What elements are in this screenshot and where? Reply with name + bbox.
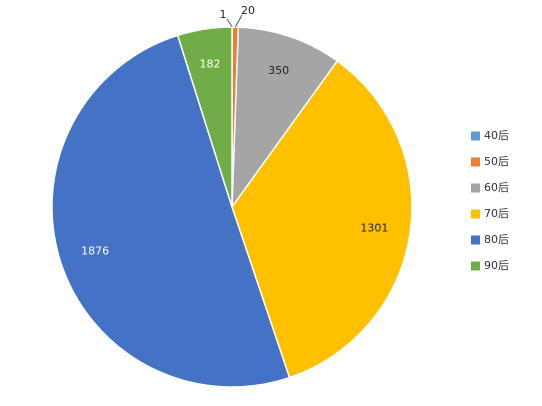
legend-label-6: 90后 xyxy=(484,259,509,272)
leader-line-2 xyxy=(234,14,243,28)
legend-label-2: 50后 xyxy=(484,155,509,168)
data-label-4: 1301 xyxy=(360,222,388,235)
legend-swatch-1 xyxy=(471,131,480,141)
legend-label-4: 70后 xyxy=(484,207,509,220)
legend-swatch-2 xyxy=(471,157,480,167)
legend-swatch-4 xyxy=(471,209,480,219)
data-label-1: 1 xyxy=(220,8,227,21)
legend-label-5: 80后 xyxy=(484,233,509,246)
data-label-5: 1876 xyxy=(81,245,109,258)
legend-label-1: 40后 xyxy=(484,129,509,142)
pie-slice-3 xyxy=(231,26,339,210)
label-leader-lines xyxy=(226,14,243,28)
data-label-2: 20 xyxy=(241,4,255,17)
legend-swatch-5 xyxy=(471,235,480,245)
legend: 40后 50后 60后 70后 80后 90后 xyxy=(471,129,509,272)
legend-label-3: 60后 xyxy=(484,181,509,194)
pie-slice-5 xyxy=(51,34,291,388)
legend-swatch-3 xyxy=(471,183,480,193)
pie-slices xyxy=(51,26,413,388)
data-label-3: 350 xyxy=(268,64,289,77)
legend-swatch-6 xyxy=(471,261,480,271)
data-labels: 1 20 350 1301 1876 182 xyxy=(81,4,388,258)
pie-slice-4 xyxy=(231,59,413,379)
leader-line-1 xyxy=(226,18,233,28)
data-label-6: 182 xyxy=(200,58,221,71)
